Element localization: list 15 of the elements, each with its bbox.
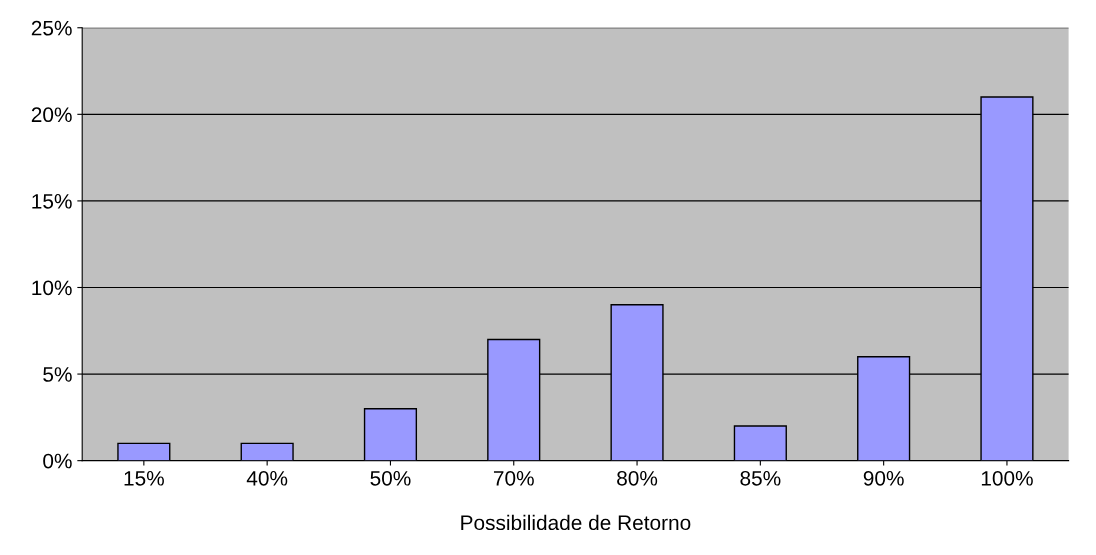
x-tick-label: 100%	[981, 470, 1033, 486]
x-axis-title: Possibilidade de Retorno	[461, 514, 691, 531]
x-tick-label: 85%	[740, 470, 781, 486]
y-tick-label: 25%	[31, 20, 72, 36]
x-tick-label: 15%	[124, 471, 164, 486]
x-tick-label: 40%	[246, 470, 288, 486]
x-tick-label: 90%	[863, 470, 904, 486]
y-tick-label: 15%	[32, 194, 72, 209]
y-tick-label: 20%	[31, 107, 72, 123]
y-tick-label: 0%	[43, 453, 72, 469]
x-tick-label: 70%	[493, 470, 534, 486]
y-tick-label: 5%	[43, 367, 72, 382]
y-tick-label: 10%	[32, 280, 72, 296]
x-tick-label: 80%	[617, 470, 658, 486]
x-tick-label: 50%	[370, 470, 411, 486]
